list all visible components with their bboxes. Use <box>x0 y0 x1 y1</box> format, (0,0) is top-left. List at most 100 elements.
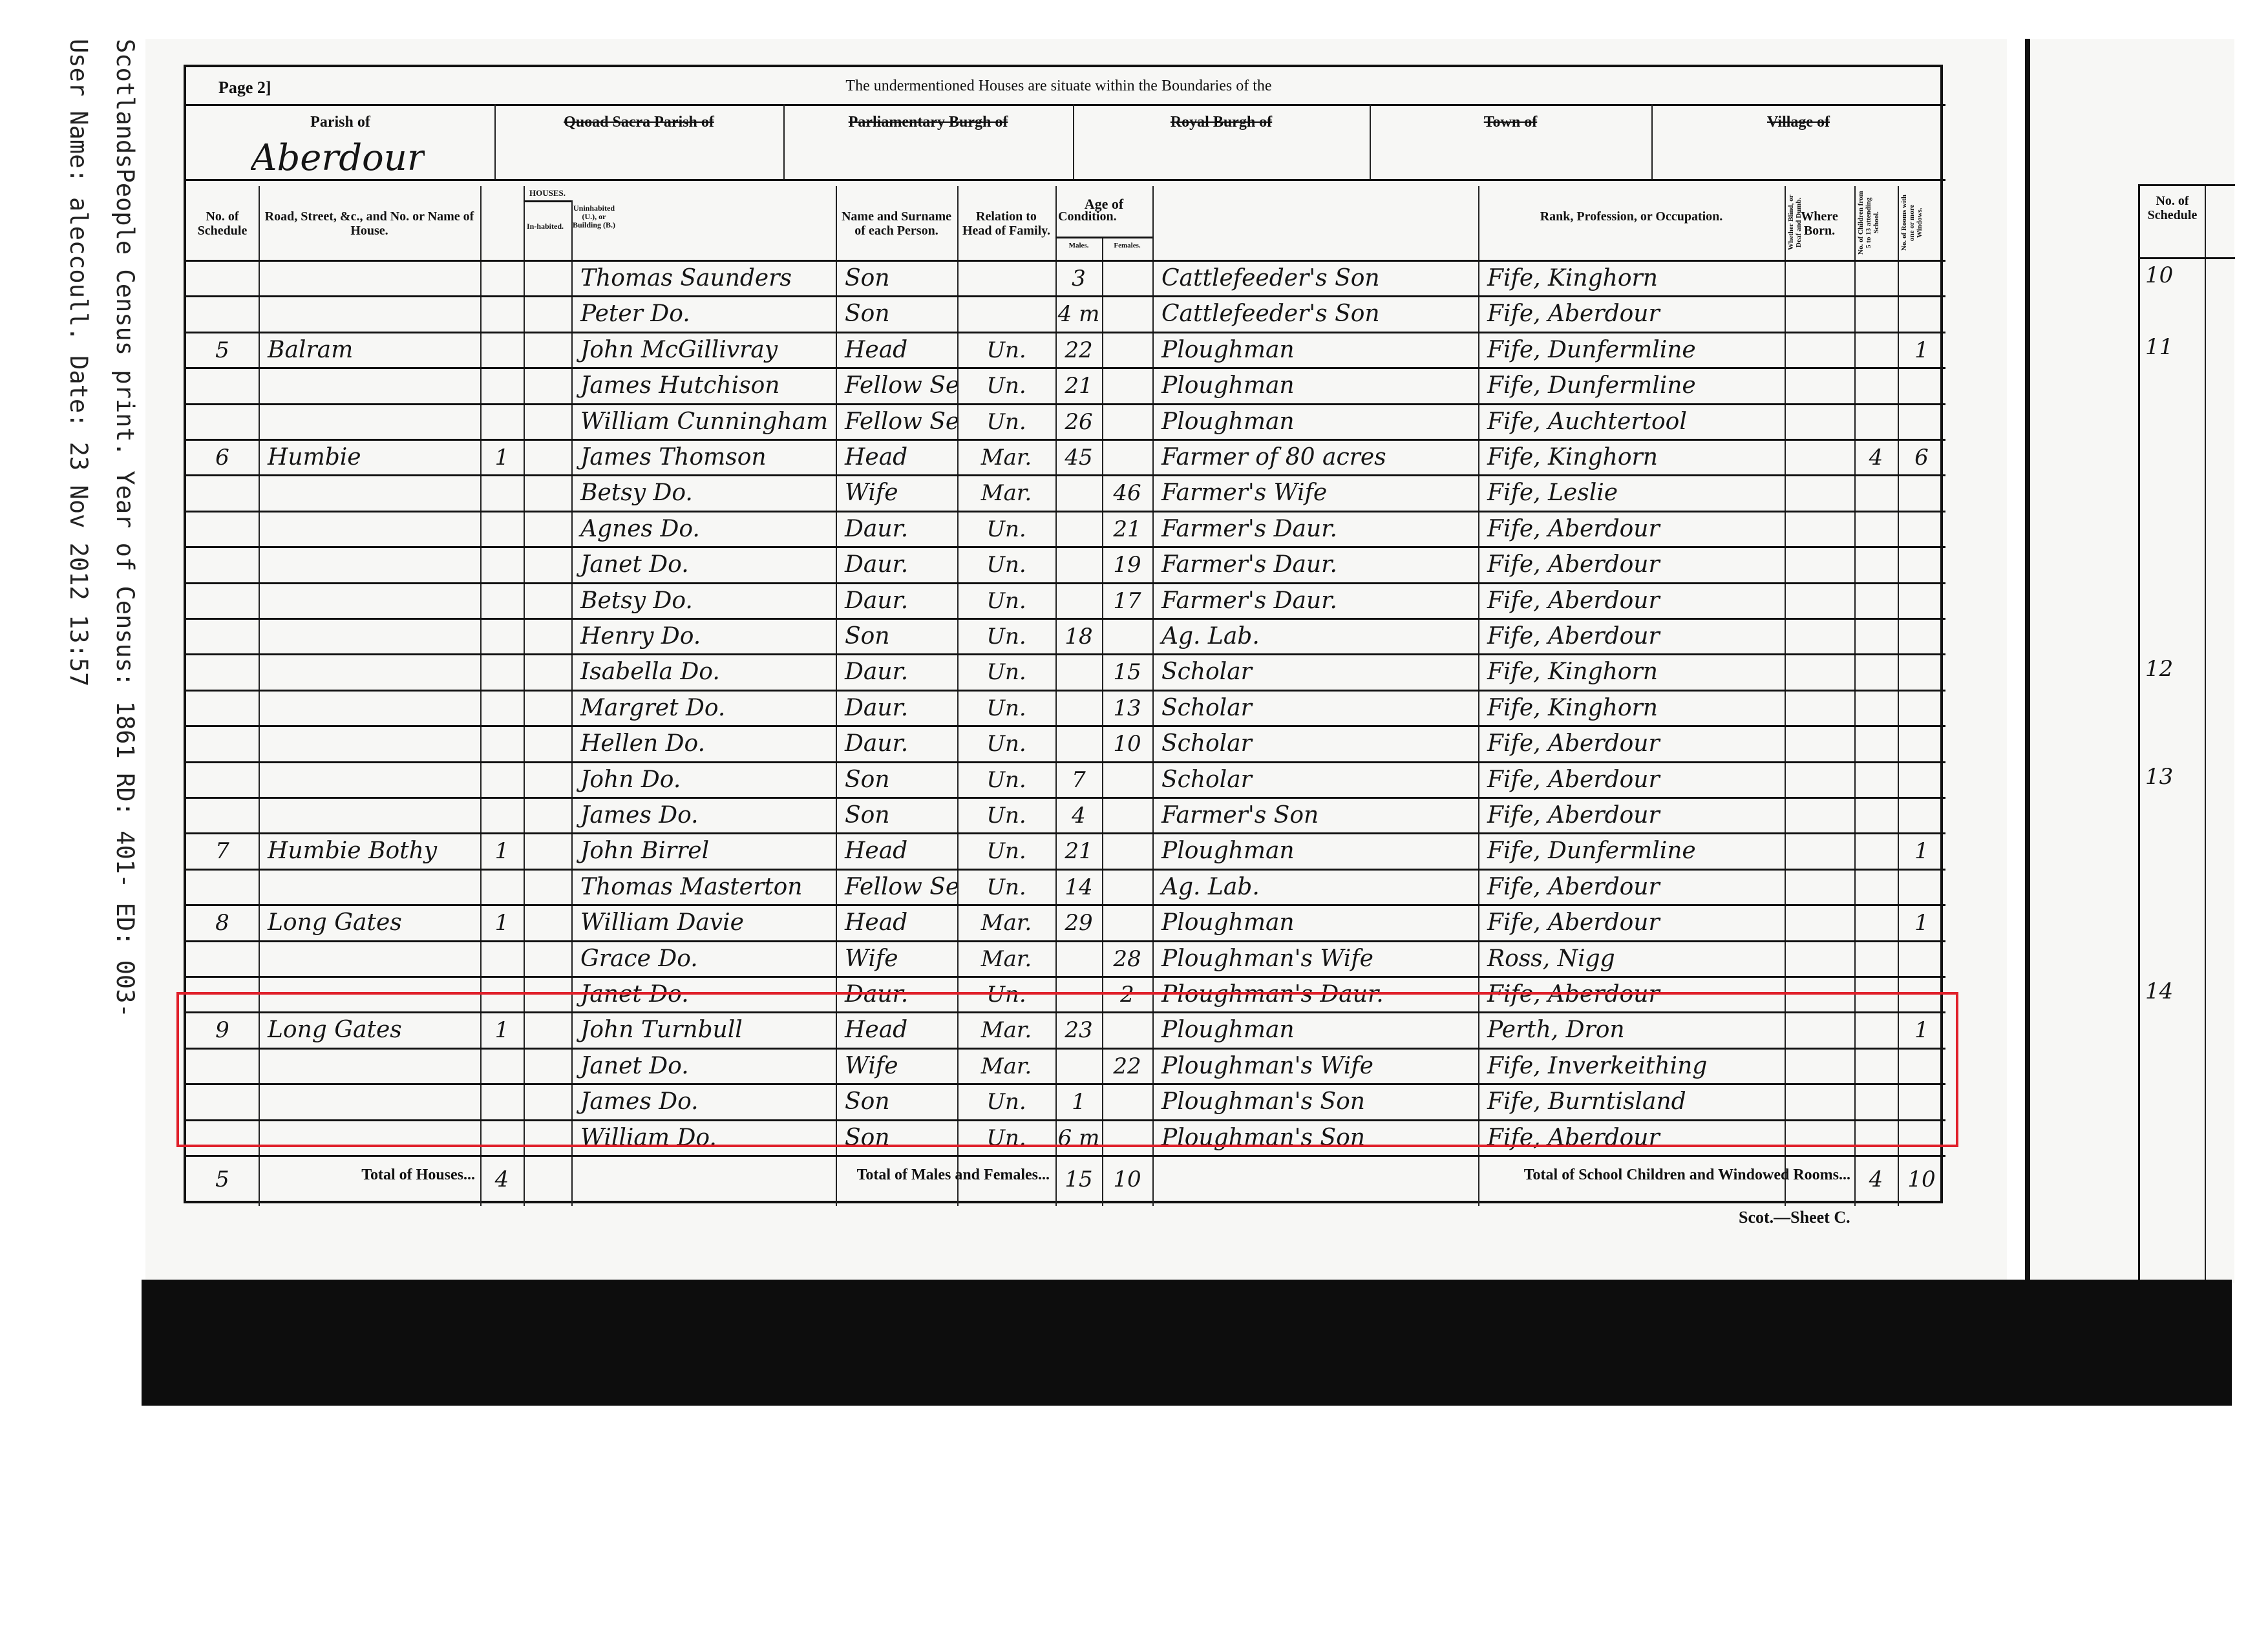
name-cell: Thomas Masterton <box>580 874 803 900</box>
row-rule <box>186 439 1945 441</box>
males-age-cell: 3 <box>1072 266 1086 291</box>
females-age-cell <box>1102 260 1152 295</box>
table-row: William Cunningham Fellow Serv. Un. 26 Ploug… <box>186 403 1940 439</box>
condition-cell: Un. <box>986 373 1026 399</box>
children-cell <box>1854 403 1898 439</box>
header-rule <box>186 179 1945 181</box>
condition-cell <box>957 295 1055 331</box>
table-row: James Do. Son Un. 4 Farmer's Son Fife, Aberdo… <box>186 797 1940 832</box>
birthplace-cell: Fife, Kinghorn <box>1487 444 1658 470</box>
rooms-cell <box>1898 403 1945 439</box>
row-rule <box>186 832 1945 834</box>
road-cell <box>259 582 480 618</box>
birthplace-cell: Fife, Kinghorn <box>1487 659 1658 685</box>
condition-cell: Un. <box>986 731 1026 757</box>
schedule-cell: 7 <box>215 838 229 864</box>
relation-cell: Head <box>845 337 908 363</box>
adjacent-schedule-number: 12 <box>2145 656 2174 682</box>
schedule-cell <box>186 940 259 976</box>
relation-cell: Wife <box>845 480 898 506</box>
rooms-cell <box>1898 511 1945 546</box>
row-rule <box>186 869 1945 871</box>
table-row: Betsy Do. Wife Mar. 46 Farmer's Wife Fife, Le… <box>186 474 1940 510</box>
children-cell <box>1854 295 1898 331</box>
name-cell: John McGillivray <box>580 337 778 363</box>
total-rooms: 10 <box>1907 1167 1936 1192</box>
condition-cell: Un. <box>986 659 1026 685</box>
row-rule <box>186 403 1945 405</box>
females-age-cell: 46 <box>1113 480 1141 506</box>
born-header: Where Born. <box>1801 209 1838 238</box>
column-divider <box>480 186 482 1206</box>
condition-cell: Un. <box>986 695 1026 721</box>
table-row: 8 Long Gates 1 William Davie Head Mar. 29 Ploug… <box>186 904 1940 940</box>
females-age-cell: 13 <box>1113 695 1141 721</box>
table-row: Janet Do. Wife Mar. 22 Ploughman's Wife Fife,… <box>186 1048 1940 1083</box>
print-footer-line2: User Name: aleccoull. Date: 23 Nov 2012 … <box>65 39 92 687</box>
inhabited-cell <box>480 260 524 295</box>
children-cell <box>1854 332 1898 367</box>
rooms-header: No. of Rooms with one or more Windows. <box>1900 195 1924 251</box>
sheet-label: Scot.—Sheet C. <box>1739 1208 1850 1227</box>
occupation-header: Rank, Profession, or Occupation. <box>1540 209 1723 224</box>
total-school-label: Total of School Children and Windowed Ro… <box>1523 1167 1850 1183</box>
table-row: 9 Long Gates 1 John Turnbull Head Mar. 23 Ploug… <box>186 1011 1940 1047</box>
road-cell <box>259 403 480 439</box>
birthplace-cell: Fife, Aberdour <box>1487 301 1660 327</box>
females-age-cell <box>1102 439 1152 474</box>
children-cell <box>1854 725 1898 761</box>
rooms-cell <box>1898 474 1945 510</box>
adjacent-page: No. of Schedule 10 11 12 13 14 <box>2025 39 2235 1283</box>
road-cell <box>259 797 480 832</box>
column-divider <box>1102 237 1103 1206</box>
row-rule <box>186 797 1945 799</box>
females-age-cell <box>1102 295 1152 331</box>
rooms-cell <box>1898 940 1945 976</box>
rooms-cell <box>1898 725 1945 761</box>
females-header: Females. <box>1114 242 1141 249</box>
row-rule <box>186 618 1945 620</box>
boundary-divider <box>1651 104 1653 179</box>
condition-cell: Un. <box>986 1089 1026 1115</box>
children-header: No. of Children from 5 to 13 attending S… <box>1857 191 1881 255</box>
header-rule <box>186 260 1945 262</box>
children-cell <box>1854 260 1898 295</box>
total-children: 4 <box>1869 1167 1883 1192</box>
enumeration-form: Page 2] The undermentioned Houses are sit… <box>184 65 1945 1206</box>
rooms-cell <box>1898 761 1945 797</box>
condition-cell: Un. <box>986 588 1026 614</box>
relation-cell: Head <box>845 1017 908 1043</box>
relation-cell: Daur. <box>845 516 909 542</box>
total-schedules: 5 <box>215 1167 229 1192</box>
occupation-cell: Farmer's Daur. <box>1161 551 1337 578</box>
schedule-header: No. of Schedule <box>197 209 248 238</box>
condition-cell: Un. <box>986 552 1026 578</box>
column-divider <box>524 186 525 1206</box>
relation-cell: Son <box>845 766 890 793</box>
occupation-cell: Farmer of 80 acres <box>1161 444 1386 470</box>
birthplace-cell: Fife, Aberdour <box>1487 623 1660 650</box>
table-row: Isabella Do. Daur. Un. 15 Scholar Fife, Kingh… <box>186 653 1940 689</box>
table-row: Betsy Do. Daur. Un. 17 Farmer's Daur. Fife, A… <box>186 582 1940 618</box>
relation-cell: Daur. <box>845 587 909 614</box>
adjacent-schedule-header: No. of Schedule <box>2147 194 2198 222</box>
rooms-cell <box>1898 582 1945 618</box>
birthplace-cell: Fife, Kinghorn <box>1487 265 1658 291</box>
females-age-cell <box>1102 832 1152 868</box>
table-row: Thomas Saunders Son 3 Cattlefeeder's Son Fif… <box>186 260 1940 295</box>
males-age-cell <box>1055 511 1102 546</box>
children-cell <box>1854 940 1898 976</box>
females-age-cell: 21 <box>1113 516 1141 542</box>
name-cell: James Hutchison <box>580 372 780 399</box>
row-rule <box>186 653 1945 655</box>
total-houses: 4 <box>494 1167 509 1192</box>
name-cell: Agnes Do. <box>580 516 700 542</box>
inhabited-cell <box>480 295 524 331</box>
occupation-cell: Cattlefeeder's Son <box>1161 301 1380 327</box>
relation-cell: Head <box>845 838 908 864</box>
name-cell: John Birrel <box>580 838 710 864</box>
condition-cell: Un. <box>986 767 1026 793</box>
road-cell: Long Gates <box>268 1017 402 1043</box>
schedule-cell <box>186 260 259 295</box>
occupation-cell: Farmer's Wife <box>1161 480 1328 506</box>
